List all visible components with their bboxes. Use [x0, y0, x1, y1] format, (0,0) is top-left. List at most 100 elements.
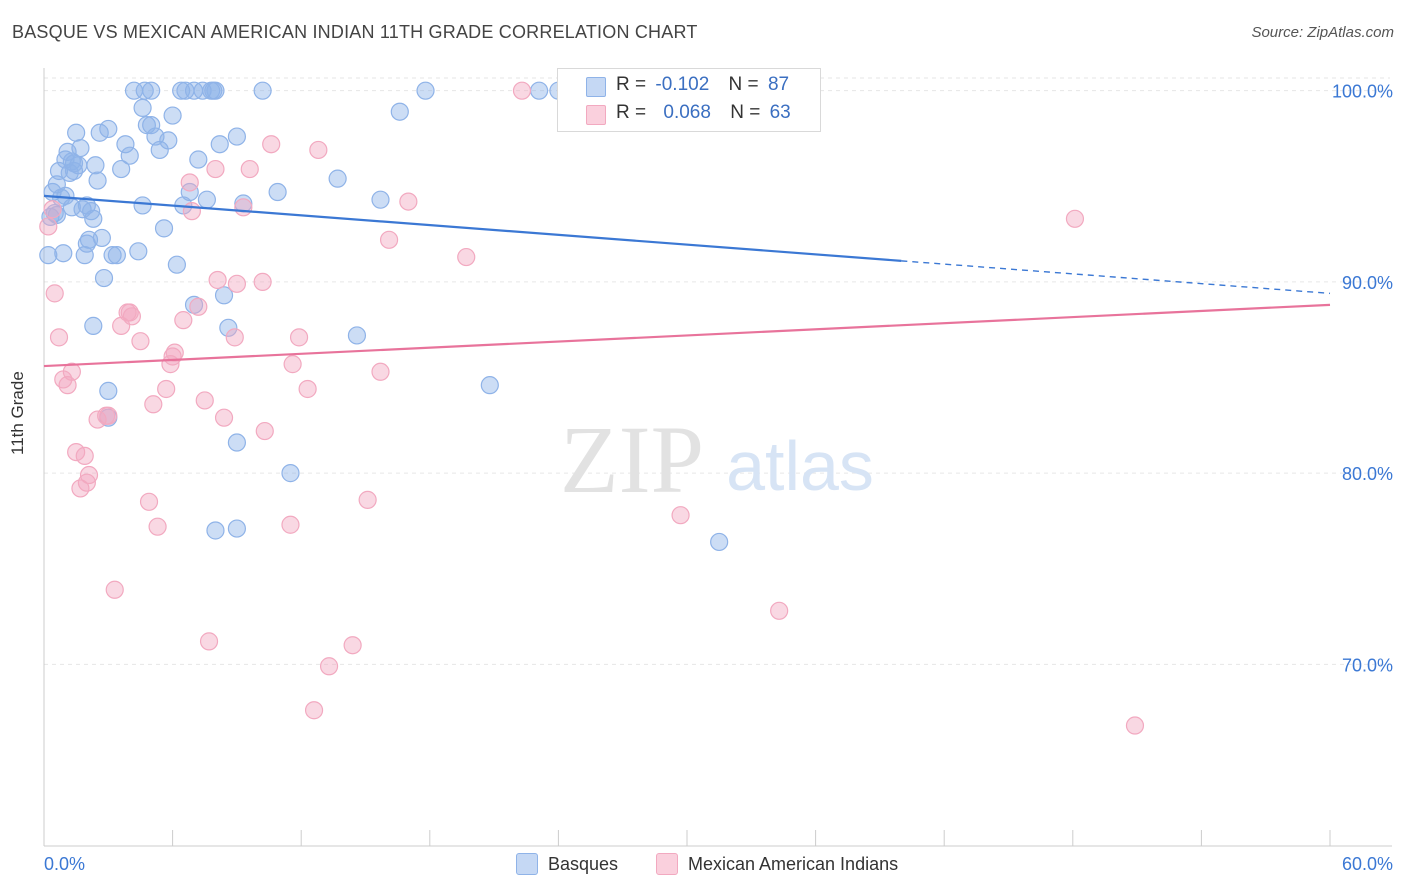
point-basques: [219, 318, 238, 337]
source-label: Source: ZipAtlas.com: [1251, 24, 1394, 41]
point-basques: [154, 219, 174, 238]
point-mexican-american-indians: [77, 473, 96, 492]
legend-swatch-basques: [586, 77, 606, 97]
point-basques: [172, 81, 191, 100]
point-basques: [371, 190, 390, 209]
point-mexican-american-indians: [49, 328, 69, 347]
point-basques: [133, 98, 152, 117]
trendline-mexican-american-indians: [43, 303, 1331, 368]
x-tick-label: 0.0%: [44, 854, 85, 874]
point-basques: [107, 246, 126, 265]
point-basques: [129, 242, 148, 261]
point-mexican-american-indians: [298, 379, 317, 399]
watermark-zip: ZIP: [560, 406, 704, 513]
point-basques: [227, 433, 246, 452]
point-mexican-american-indians: [105, 580, 124, 599]
point-basques: [88, 171, 107, 190]
series-legend: Basques Mexican American Indians: [0, 853, 1406, 879]
point-mexican-american-indians: [163, 347, 182, 366]
point-basques: [120, 146, 139, 165]
legend-n-value: 63: [769, 102, 791, 123]
point-mexican-american-indians: [139, 492, 159, 511]
point-mexican-american-indians: [1125, 716, 1145, 735]
point-mexican-american-indians: [281, 515, 300, 534]
point-basques: [227, 127, 246, 146]
point-mexican-american-indians: [214, 408, 234, 427]
legend-item-label: Basques: [548, 853, 619, 874]
point-basques: [530, 81, 549, 100]
legend-row-mexican-american-indians: R = 0.068 N = 63: [616, 102, 791, 124]
point-basques: [210, 135, 229, 154]
point-mexican-american-indians: [131, 332, 150, 351]
legend-r-label: R =: [616, 102, 647, 123]
point-mexican-american-indians: [512, 81, 532, 100]
legend-item-basques[interactable]: Basques: [516, 853, 618, 875]
y-tick-label: 80.0%: [1342, 464, 1393, 484]
point-basques: [480, 376, 499, 395]
point-mexican-american-indians: [262, 135, 281, 154]
y-tick-label: 70.0%: [1342, 655, 1393, 675]
point-mexican-american-indians: [157, 379, 176, 399]
point-basques: [64, 154, 84, 173]
point-mexican-american-indians: [43, 200, 62, 219]
point-basques: [112, 159, 131, 179]
point-basques: [99, 381, 118, 400]
legend-n-label: N =: [728, 74, 759, 95]
point-mexican-american-indians: [319, 657, 339, 676]
point-mexican-american-indians: [399, 192, 418, 211]
point-mexican-american-indians: [195, 391, 214, 410]
point-basques: [204, 81, 223, 100]
point-basques: [268, 182, 287, 202]
point-mexican-american-indians: [199, 632, 219, 651]
y-axis-label: 11th Grade: [8, 371, 27, 455]
point-basques: [416, 81, 435, 100]
point-basques: [189, 150, 208, 169]
legend-item-mexican-american-indians[interactable]: Mexican American Indians: [656, 853, 898, 875]
point-basques: [77, 234, 96, 253]
point-mexican-american-indians: [371, 362, 390, 381]
point-mexican-american-indians: [174, 311, 193, 330]
point-basques: [163, 106, 182, 125]
point-basques: [206, 521, 225, 540]
point-basques: [197, 190, 216, 209]
legend-r-label: R =: [616, 74, 647, 95]
point-mexican-american-indians: [671, 506, 690, 525]
point-mexican-american-indians: [99, 406, 118, 425]
point-basques: [56, 186, 75, 205]
point-basques: [167, 255, 186, 274]
legend-swatch: [656, 853, 678, 875]
legend-n-value: 87: [767, 74, 790, 95]
point-mexican-american-indians: [1065, 209, 1085, 228]
point-mexican-american-indians: [227, 274, 246, 293]
stats-legend: R = -0.102 N = 87 R = 0.068 N = 63: [557, 68, 821, 132]
point-basques: [281, 464, 300, 483]
trendline-extension-basques: [901, 260, 1331, 295]
point-basques: [84, 316, 103, 335]
point-basques: [94, 268, 114, 288]
point-mexican-american-indians: [45, 284, 64, 303]
point-basques: [67, 123, 86, 142]
point-basques: [253, 81, 272, 100]
point-mexican-american-indians: [255, 421, 274, 441]
y-tick-label: 100.0%: [1332, 82, 1393, 102]
chart-title: BASQUE VS MEXICAN AMERICAN INDIAN 11TH G…: [12, 22, 698, 42]
point-basques: [133, 196, 152, 215]
point-mexican-american-indians: [379, 230, 399, 249]
point-mexican-american-indians: [309, 140, 328, 160]
point-basques: [135, 81, 154, 100]
point-mexican-american-indians: [144, 395, 163, 414]
point-mexican-american-indians: [180, 173, 199, 192]
point-basques: [159, 131, 178, 150]
point-basques: [54, 244, 73, 263]
point-mexican-american-indians: [234, 198, 253, 217]
trendline-basques: [43, 194, 902, 262]
point-mexican-american-indians: [304, 701, 324, 720]
point-basques: [84, 209, 103, 228]
point-mexican-american-indians: [208, 270, 227, 290]
point-basques: [90, 123, 109, 142]
point-basques: [347, 326, 367, 345]
point-basques: [390, 102, 409, 121]
point-basques: [142, 81, 161, 100]
point-mexican-american-indians: [343, 636, 362, 655]
